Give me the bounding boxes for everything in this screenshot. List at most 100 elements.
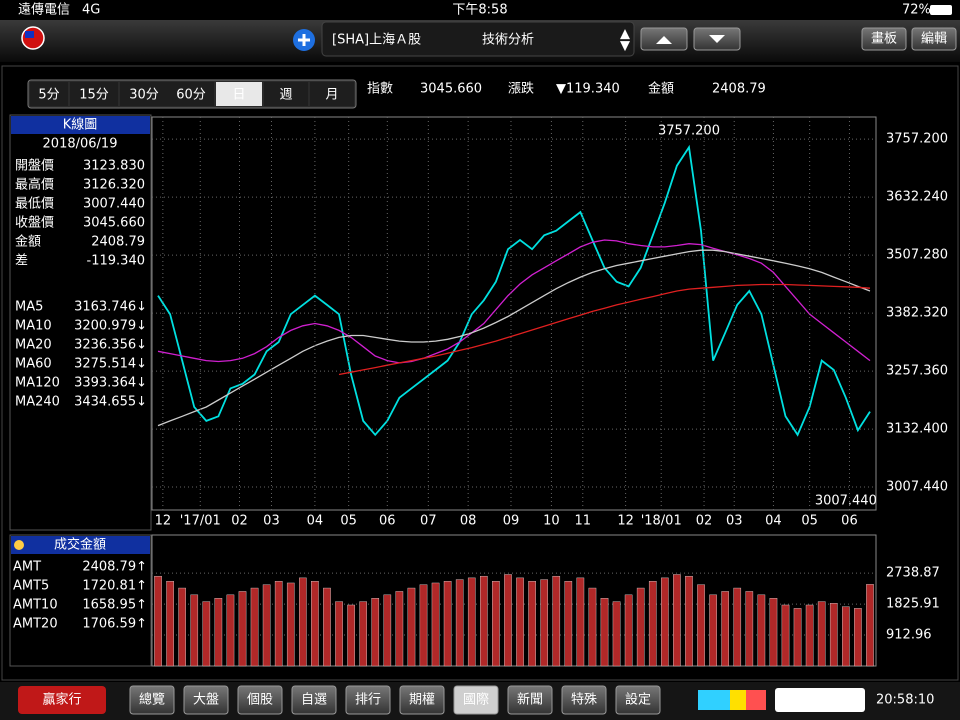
volume-bar xyxy=(323,587,331,667)
up-icon xyxy=(656,36,672,44)
price-line xyxy=(157,249,871,427)
ma-value: 3200.979↓ xyxy=(74,319,147,334)
nav-button[interactable] xyxy=(507,685,553,715)
info-label: 收盤價 xyxy=(15,216,54,231)
quote-value: ▼119.340 xyxy=(556,82,620,97)
ma-label: MA20 xyxy=(15,338,52,353)
volume-bar xyxy=(781,604,790,667)
info-value: 3123.830 xyxy=(83,159,145,174)
volume-bar xyxy=(673,574,681,667)
info-value: 3007.440 xyxy=(83,197,145,212)
price-line xyxy=(157,239,871,364)
period-button[interactable] xyxy=(30,82,68,106)
nav-button[interactable] xyxy=(291,685,337,715)
period-button[interactable] xyxy=(310,82,354,106)
volume-panel xyxy=(151,534,877,667)
info-label: 最低價 xyxy=(15,197,54,212)
volume-bar xyxy=(540,579,548,667)
nav-button[interactable] xyxy=(237,685,283,715)
volume-bar xyxy=(262,584,271,667)
nav-button[interactable] xyxy=(561,685,607,715)
nav-button[interactable] xyxy=(183,685,229,715)
nav-label: 設定 xyxy=(625,692,651,708)
period-button[interactable] xyxy=(70,82,118,106)
volume-bar xyxy=(407,587,416,667)
carrier: 遠傳電信 xyxy=(18,3,70,18)
nav-label: 期權 xyxy=(409,693,435,708)
quote-label: 金額 xyxy=(648,81,674,97)
volume-bar xyxy=(697,584,705,667)
period-button[interactable] xyxy=(120,82,168,106)
nav-button[interactable] xyxy=(453,685,499,715)
y-tick-label: 1825.91 xyxy=(886,597,940,612)
add-icon xyxy=(298,34,310,46)
info-value: 3045.660 xyxy=(83,216,145,231)
volume-bar xyxy=(190,594,199,667)
nav-button[interactable] xyxy=(615,685,661,715)
nav-label: 排行 xyxy=(355,693,381,708)
x-tick-label: 12 xyxy=(617,514,634,529)
title-box[interactable] xyxy=(321,21,635,57)
amt-label: AMT5 xyxy=(13,579,49,594)
ma-value: 3236.356↓ xyxy=(74,338,147,353)
down-icon xyxy=(709,35,725,43)
header-button-label: 編輯 xyxy=(921,31,947,47)
x-tick-label: 03 xyxy=(726,514,743,529)
ma-label: MA5 xyxy=(15,300,43,315)
period-button[interactable] xyxy=(168,82,214,106)
info-value: 3126.320 xyxy=(83,178,145,193)
volume-bar xyxy=(347,604,355,667)
volume-bar xyxy=(154,575,162,667)
volume-icon xyxy=(14,540,24,550)
amt-label: AMT20 xyxy=(13,617,58,632)
nav-label: 國際 xyxy=(463,693,489,708)
header-button[interactable] xyxy=(861,27,907,51)
x-tick-label: '17/01 xyxy=(180,514,221,529)
y-tick-label: 3507.280 xyxy=(886,248,948,263)
period-button[interactable] xyxy=(216,82,262,106)
y-tick-label: 3632.240 xyxy=(886,190,948,205)
battery-icon xyxy=(930,5,952,15)
header-button[interactable] xyxy=(911,27,957,51)
volume-bar xyxy=(504,574,512,667)
quote-value: 3045.660 xyxy=(420,82,482,97)
volume-bar xyxy=(359,601,367,667)
volume-bar xyxy=(516,577,524,667)
volume-bar xyxy=(745,591,754,667)
volume-bar xyxy=(769,598,778,667)
price-line xyxy=(338,283,871,376)
x-tick-label: 08 xyxy=(460,514,477,529)
period-label: 日 xyxy=(232,88,245,103)
amt-value: 1658.95↑ xyxy=(82,598,147,613)
period-label: 5分 xyxy=(38,88,59,103)
volume-bar xyxy=(214,598,223,667)
info-title-bg xyxy=(11,116,150,134)
title-rest: 技術分析 xyxy=(482,33,534,48)
x-tick-label: 05 xyxy=(801,514,818,529)
clock: 下午8:58 xyxy=(452,3,507,18)
x-tick-label: 06 xyxy=(379,514,396,529)
volume-bar xyxy=(226,594,235,667)
header-button-label: 畫板 xyxy=(871,32,897,47)
brand-button[interactable] xyxy=(18,686,106,714)
info-label: 最高價 xyxy=(15,177,54,193)
volume-bar xyxy=(612,601,621,667)
nav-button[interactable] xyxy=(345,685,391,715)
volume-bar xyxy=(636,587,645,667)
nav-button[interactable] xyxy=(399,685,445,715)
volume-bar xyxy=(817,601,826,667)
nav-button[interactable] xyxy=(129,685,175,715)
price-line xyxy=(157,144,871,437)
amt-label: AMT xyxy=(13,560,41,575)
volume-bar xyxy=(335,601,343,667)
volume-bar xyxy=(299,577,307,667)
market-box[interactable] xyxy=(775,688,865,712)
period-label: 週 xyxy=(279,88,292,103)
volume-bar xyxy=(480,575,488,667)
x-tick-label: 05 xyxy=(340,514,357,529)
period-button[interactable] xyxy=(264,82,308,106)
sort-up: ▲ xyxy=(620,27,630,42)
nav-label: 特殊 xyxy=(571,693,597,708)
volume-bar xyxy=(528,581,536,667)
